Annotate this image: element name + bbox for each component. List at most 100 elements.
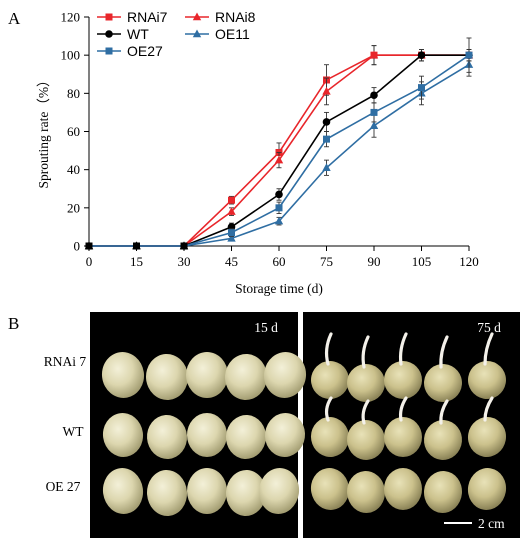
tuber <box>187 413 227 457</box>
tuber <box>384 417 422 457</box>
y-tick-label: 120 <box>61 10 81 25</box>
legend-label: WT <box>127 26 149 42</box>
tuber <box>310 417 350 457</box>
x-tick-label: 90 <box>368 254 381 269</box>
data-point <box>228 229 235 237</box>
data-point <box>465 51 473 59</box>
tuber <box>263 352 307 398</box>
x-ticks: 0 15 30 45 60 75 90 105 120 <box>86 246 479 269</box>
x-tick-label: 0 <box>86 254 93 269</box>
tuber <box>310 468 350 510</box>
data-point <box>322 163 331 171</box>
legend-marker <box>192 29 202 38</box>
tuber <box>311 361 349 399</box>
sprout <box>398 396 408 422</box>
tuber <box>347 364 385 402</box>
scale-bar-label: 2 cm <box>478 516 505 531</box>
tuber <box>346 420 386 460</box>
photo-75d-label: 75 d <box>477 320 501 335</box>
data-point <box>370 91 378 100</box>
data-point <box>323 135 330 143</box>
tuber <box>146 415 188 459</box>
x-axis-label: Storage time (d) <box>235 281 323 296</box>
chart-area: 0 20 40 60 80 100 120 0 15 30 45 60 75 90 105 120 Spro… <box>36 9 479 296</box>
tuber <box>467 417 507 457</box>
data-point <box>274 155 284 164</box>
tuber <box>264 413 306 457</box>
tuber <box>187 468 227 514</box>
sprout <box>483 332 494 366</box>
panel-a-letter: A <box>8 9 21 28</box>
tuber <box>145 354 189 400</box>
x-tick-label: 105 <box>412 254 432 269</box>
tuber <box>423 420 463 460</box>
data-point <box>418 84 425 92</box>
legend-marker <box>192 12 202 21</box>
y-tick-label: 40 <box>67 162 80 177</box>
series-layer <box>84 37 474 250</box>
data-point <box>370 108 378 116</box>
legend-label: RNAi7 <box>127 9 168 25</box>
legend-item-rnai8: RNAi8 <box>185 9 256 25</box>
data-point <box>275 204 283 212</box>
tuber <box>346 471 386 513</box>
y-tick-label: 0 <box>74 239 81 254</box>
y-tick-label: 60 <box>67 124 80 139</box>
legend-marker <box>105 30 113 38</box>
x-tick-label: 120 <box>459 254 479 269</box>
data-point <box>227 233 236 242</box>
tuber <box>467 468 507 510</box>
data-point <box>369 121 379 129</box>
tuber <box>468 361 506 399</box>
legend-marker <box>105 47 113 55</box>
panel-b-letter: B <box>8 314 19 333</box>
row-label-rnai7: RNAi 7 <box>44 354 87 369</box>
data-point <box>322 86 331 95</box>
sprout <box>361 399 370 425</box>
data-point <box>322 118 331 126</box>
legend-label: RNAi8 <box>215 9 256 25</box>
data-point <box>275 190 283 199</box>
row-label-oe27: OE 27 <box>46 479 81 494</box>
tuber <box>102 413 144 457</box>
data-point <box>133 242 140 250</box>
y-tick-label: 20 <box>67 200 80 215</box>
tuber <box>423 471 463 513</box>
sprout <box>439 335 449 369</box>
data-point <box>274 216 284 225</box>
x-tick-label: 30 <box>178 254 191 269</box>
tuber <box>186 352 228 398</box>
x-tick-label: 15 <box>130 254 143 269</box>
legend-label: OE11 <box>215 26 250 42</box>
legend: RNAi7 RNAi8 WT OE11 OE27 <box>97 9 256 59</box>
legend-item-oe27: OE27 <box>97 43 163 59</box>
tuber <box>258 468 300 514</box>
sprout <box>439 399 449 425</box>
y-tick-label: 80 <box>67 86 80 101</box>
y-axis-label: Sprouting rate（%） <box>36 73 51 188</box>
sprout <box>483 396 494 422</box>
x-tick-label: 75 <box>320 254 333 269</box>
tuber <box>102 468 144 514</box>
tubers-15d <box>101 352 307 516</box>
tuber <box>384 361 422 399</box>
legend-label: OE27 <box>127 43 163 59</box>
tuber <box>224 354 268 400</box>
data-point <box>417 51 426 59</box>
tuber <box>225 470 267 516</box>
y-tick-label: 100 <box>61 48 81 63</box>
tubers-75d <box>310 332 507 513</box>
data-point <box>180 242 188 250</box>
series-oe27 <box>85 37 473 250</box>
legend-item-oe11: OE11 <box>185 26 250 42</box>
y-ticks: 0 20 40 60 80 100 120 <box>61 10 89 254</box>
sprout <box>324 396 333 422</box>
tuber <box>384 468 422 510</box>
tuber <box>101 352 145 398</box>
data-point <box>369 50 379 59</box>
tuber <box>225 415 267 459</box>
sprout <box>398 332 408 366</box>
x-tick-label: 45 <box>225 254 238 269</box>
row-label-wt: WT <box>63 424 85 439</box>
legend-marker <box>105 13 113 21</box>
